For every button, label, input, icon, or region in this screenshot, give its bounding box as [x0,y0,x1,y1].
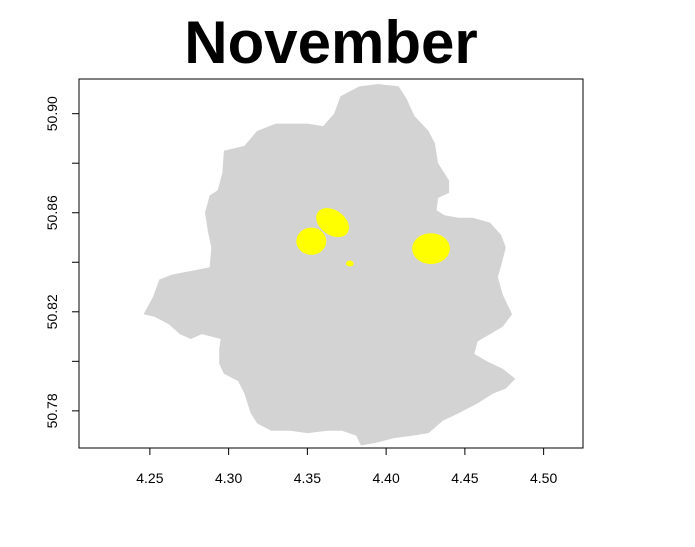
x-tick-label: 4.45 [451,470,478,486]
x-tick-label: 4.40 [373,470,400,486]
x-tick-label: 4.50 [530,470,557,486]
highlight-area-3 [316,208,350,238]
x-tick-label: 4.30 [215,470,242,486]
axes: 4.25 4.30 4.35 4.40 4.45 4.50 50.78 50.82 50.86 5… [44,78,584,486]
plot-frame [78,78,584,449]
y-tick-label: 50.90 [44,96,60,131]
chart-title: November [184,9,477,76]
highlight-area-4 [346,260,354,267]
plot-area [143,84,516,446]
highlight-area-1 [296,227,327,255]
y-tick-label: 50.86 [44,195,60,230]
y-tick-label: 50.78 [44,393,60,428]
x-tick-label: 4.35 [294,470,321,486]
highlight-area-2 [412,233,450,264]
x-tick-label: 4.25 [136,470,163,486]
y-tick-label: 50.82 [44,294,60,329]
region-area [143,84,516,446]
